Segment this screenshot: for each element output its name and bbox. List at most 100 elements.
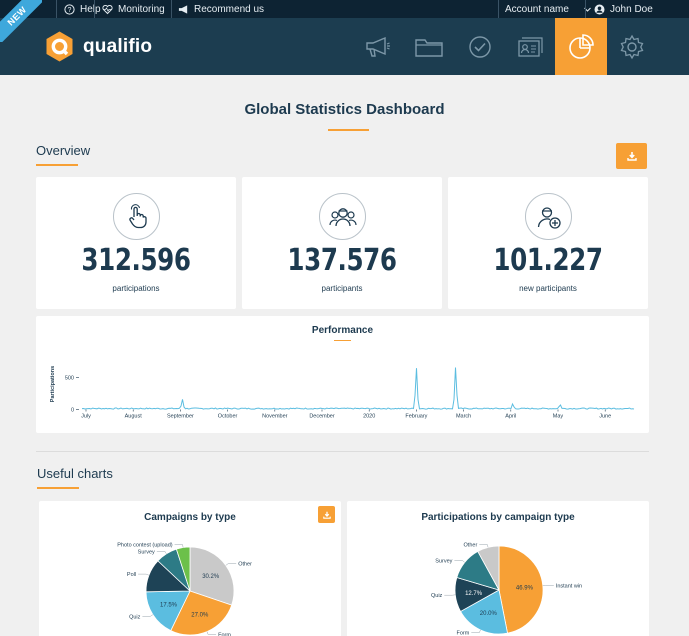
x-tick-label: March bbox=[456, 414, 471, 420]
main-header: qualifio bbox=[0, 18, 689, 75]
nav-folders[interactable] bbox=[403, 18, 455, 75]
section-divider bbox=[36, 451, 649, 452]
gear-icon bbox=[620, 34, 644, 59]
overview-underline bbox=[36, 164, 78, 166]
x-tick-label: December bbox=[309, 414, 335, 420]
stat-card-new-participants: 101.227 new participants bbox=[448, 177, 648, 309]
performance-card: Performance Participations 500 0 July Aug… bbox=[36, 316, 649, 433]
stat-value: 101.227 bbox=[493, 243, 603, 278]
performance-title: Performance bbox=[311, 325, 374, 336]
overview-download-button[interactable] bbox=[616, 143, 647, 169]
pie-leader-line bbox=[142, 614, 154, 617]
pie-slice[interactable] bbox=[175, 546, 191, 592]
performance-underline bbox=[334, 340, 351, 341]
separator bbox=[498, 0, 499, 18]
pie-category-label: Instant win bbox=[556, 583, 582, 589]
account-label: Account name bbox=[505, 3, 569, 15]
stat-card-participations: 312.596 participations bbox=[36, 177, 236, 309]
useful-charts-title: Useful charts bbox=[37, 466, 113, 481]
pie-slice[interactable] bbox=[460, 589, 508, 635]
nav-settings[interactable] bbox=[606, 18, 658, 75]
user-menu[interactable]: John Doe bbox=[594, 0, 653, 18]
nav-validation[interactable] bbox=[454, 18, 506, 75]
stat-card-participants: 137.576 participants bbox=[242, 177, 442, 309]
participations-by-campaign-type-card: Participations by campaign type 46.9% Ins… bbox=[347, 501, 649, 636]
x-tick-label: August bbox=[125, 414, 143, 420]
user-icon bbox=[594, 4, 605, 15]
pie-category-label: Form bbox=[456, 631, 469, 636]
y-tick-label: 500 bbox=[65, 376, 74, 382]
recommend-link[interactable]: Recommend us bbox=[178, 0, 264, 18]
pie-category-label: Photo contest (upload) bbox=[117, 543, 173, 549]
pie-leader-line bbox=[479, 544, 489, 548]
pie-leader-line bbox=[454, 560, 465, 563]
check-circle-icon bbox=[469, 35, 491, 58]
download-icon bbox=[322, 511, 331, 519]
add-user-icon bbox=[537, 206, 561, 229]
nav-campaigns[interactable] bbox=[352, 18, 404, 75]
y-tick-label: 0 bbox=[71, 408, 74, 414]
pie-category-label: Other bbox=[238, 562, 252, 568]
megaphone-small-icon bbox=[178, 4, 189, 15]
performance-chart: Participations 500 0 July August September… bbox=[50, 366, 635, 420]
pie-category-label: Survey bbox=[138, 549, 155, 555]
help-link[interactable]: ? Help bbox=[64, 0, 101, 18]
title-underline bbox=[328, 129, 369, 131]
pie-slice[interactable] bbox=[145, 590, 191, 632]
pie-leader-line bbox=[206, 631, 217, 635]
user-name: John Doe bbox=[610, 3, 653, 15]
x-tick-label: September bbox=[167, 414, 194, 420]
pie-leader-line bbox=[471, 629, 481, 633]
contacts-icon bbox=[518, 36, 543, 57]
pie-slice[interactable] bbox=[477, 545, 500, 591]
nav-contacts[interactable] bbox=[504, 18, 556, 75]
separator bbox=[56, 0, 57, 18]
chart-download-button[interactable] bbox=[318, 506, 335, 523]
chevron-down-icon bbox=[582, 4, 593, 15]
pie-slice[interactable] bbox=[189, 546, 235, 606]
pie-leader-line bbox=[156, 551, 167, 554]
add-user-icon-wrap bbox=[525, 193, 572, 240]
help-label: Help bbox=[80, 3, 101, 15]
monitoring-link[interactable]: Monitoring bbox=[102, 0, 165, 18]
account-dropdown[interactable]: Account name bbox=[505, 0, 593, 18]
monitoring-label: Monitoring bbox=[118, 3, 165, 15]
separator bbox=[171, 0, 172, 18]
x-tick-label: November bbox=[262, 414, 288, 420]
new-badge: NEW bbox=[0, 0, 42, 42]
pie-chart-icon bbox=[569, 33, 594, 59]
useful-charts-underline bbox=[37, 487, 79, 489]
new-ribbon: NEW bbox=[0, 0, 42, 42]
pie-category-label: Quiz bbox=[129, 614, 141, 620]
x-tick-label: June bbox=[599, 414, 611, 420]
pie-slice[interactable] bbox=[170, 590, 233, 636]
qualifio-logo-icon bbox=[46, 31, 73, 62]
pie-leader-line bbox=[138, 573, 149, 576]
x-tick-label: October bbox=[218, 414, 238, 420]
nav-statistics[interactable] bbox=[555, 18, 607, 75]
download-icon bbox=[626, 152, 637, 161]
svg-text:?: ? bbox=[68, 7, 72, 14]
y-axis-label: Participations bbox=[50, 366, 56, 402]
pie-category-label: Survey bbox=[435, 559, 452, 565]
campaigns-by-type-pie: 30.2% Other 27.0% Form 17.5% Quiz Poll SurveyPh… bbox=[117, 543, 252, 636]
megaphone-icon bbox=[366, 36, 390, 57]
folder-icon bbox=[415, 38, 443, 57]
stat-label: new participants bbox=[519, 284, 577, 293]
pie-category-label: Form bbox=[218, 632, 231, 636]
help-icon: ? bbox=[64, 3, 75, 15]
campaigns-by-type-card: Campaigns by type 30.2% Other 27.0% Form 17.… bbox=[39, 501, 341, 636]
stat-label: participants bbox=[321, 284, 363, 293]
pie-leader-line bbox=[225, 563, 237, 566]
page-title: Global Statistics Dashboard bbox=[244, 101, 445, 118]
pie-leader-line bbox=[174, 544, 184, 548]
qualifio-logo[interactable]: qualifio bbox=[43, 30, 152, 63]
pie-value-label: 46.9% bbox=[516, 586, 534, 592]
group-users-icon-wrap bbox=[319, 193, 366, 240]
participations-by-type-pie: 46.9% Instant win 20.0% Form 12.7% Quiz Survey… bbox=[431, 543, 582, 636]
logo-text: qualifio bbox=[83, 35, 153, 57]
separator bbox=[585, 0, 586, 18]
tap-hand-icon-wrap bbox=[113, 193, 160, 240]
x-tick-label: 2020 bbox=[363, 414, 375, 420]
pie-value-label: 30.2% bbox=[202, 574, 220, 580]
